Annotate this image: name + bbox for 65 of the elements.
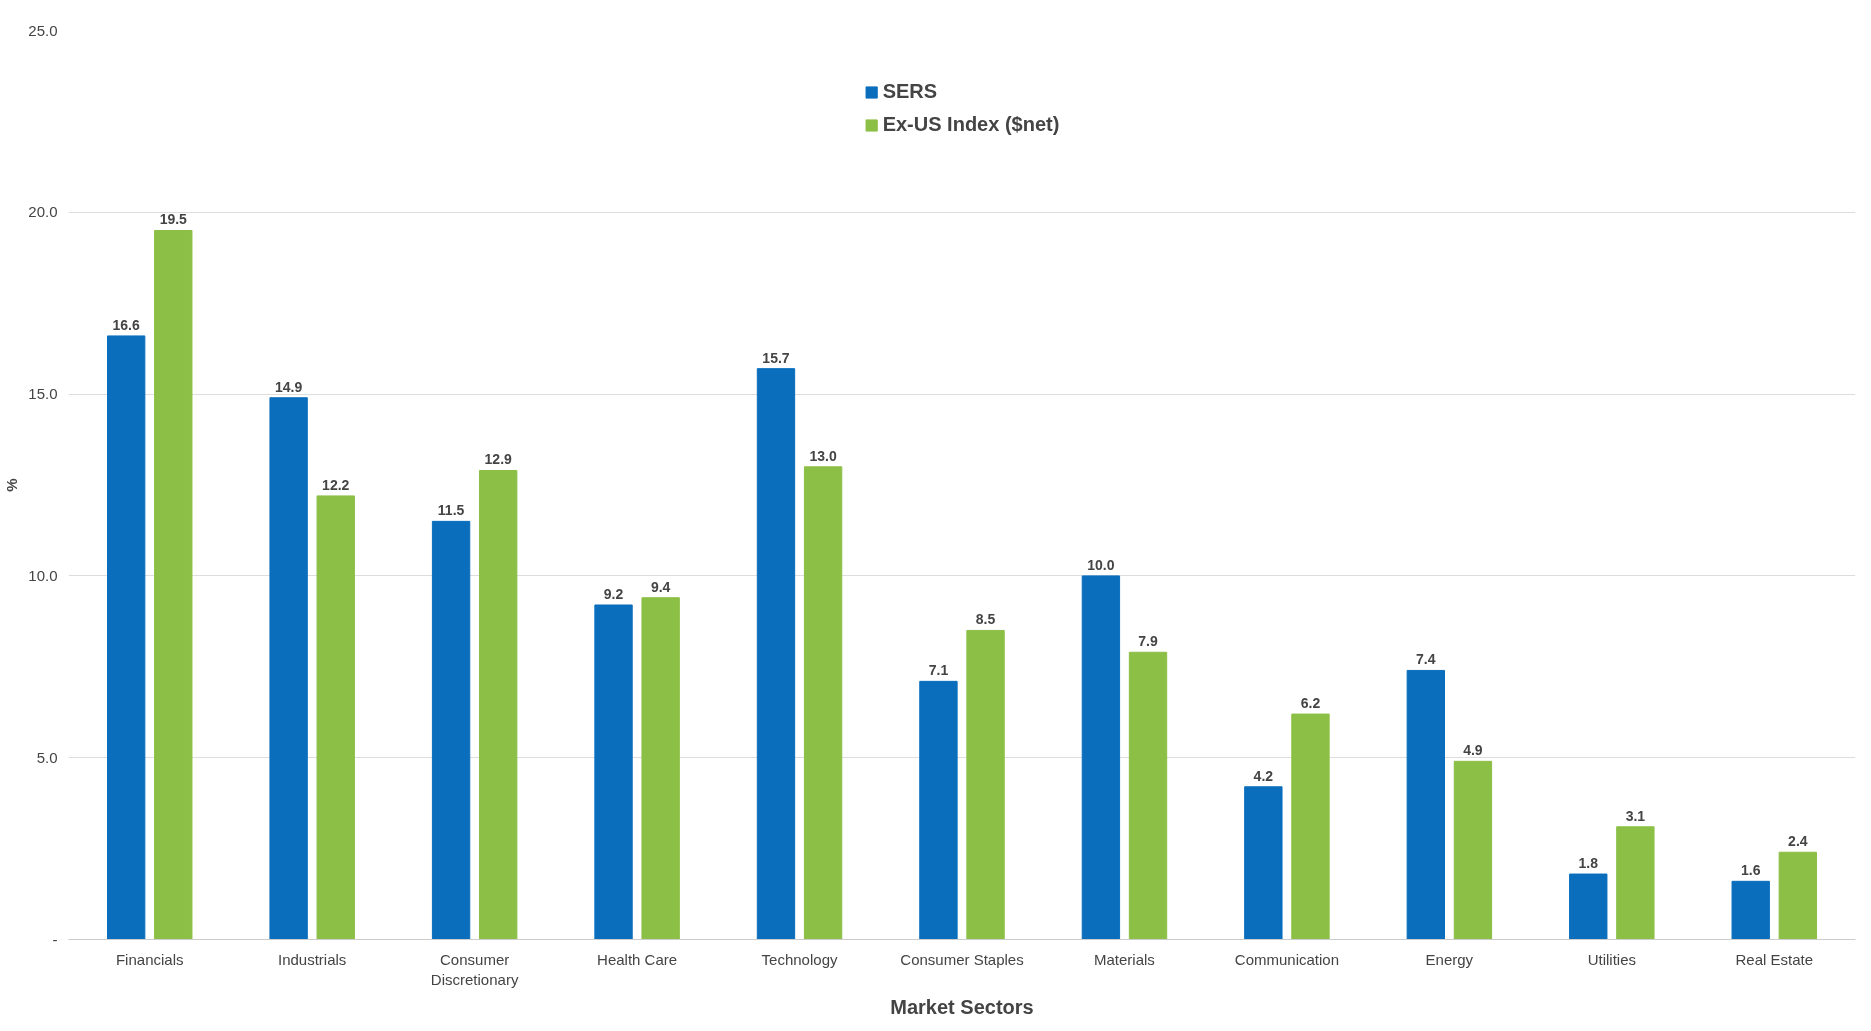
y-axis-title: % (3, 478, 21, 492)
bar (1453, 760, 1493, 940)
bar (1778, 851, 1818, 940)
legend-label: Ex-US Index ($net) (882, 113, 1060, 136)
bar (1291, 713, 1330, 940)
x-tick-label: Health Care (597, 950, 678, 968)
data-label: 2.4 (1788, 833, 1808, 850)
bar (594, 604, 633, 940)
x-tick-label: Consumer Staples (900, 950, 1024, 968)
bar (966, 629, 1005, 940)
x-tick-label: Materials (1094, 950, 1155, 968)
bar (1569, 873, 1608, 940)
legend-label: SERS (882, 80, 938, 103)
bar (1128, 651, 1168, 940)
bar (1081, 575, 1121, 940)
y-tick-label: 5.0 (36, 748, 58, 766)
bar (1244, 786, 1283, 940)
bar (919, 680, 958, 940)
data-label: 15.7 (762, 349, 790, 366)
data-label: 11.5 (437, 502, 465, 519)
data-label: 7.1 (928, 662, 949, 679)
x-tick-label: Consumer Discretionary (430, 950, 519, 988)
data-label: 3.1 (1625, 807, 1646, 824)
data-label: 16.6 (112, 316, 141, 333)
data-label: 1.8 (1578, 855, 1599, 872)
y-tick-label: 15.0 (28, 385, 58, 403)
data-label: 12.2 (322, 476, 350, 493)
data-label: 10.0 (1087, 556, 1115, 573)
bar (316, 495, 355, 940)
x-tick-label: Financials (115, 950, 184, 968)
y-tick-label: - (52, 930, 58, 948)
y-tick-label: 20.0 (28, 203, 58, 221)
data-label: 12.9 (484, 451, 513, 468)
x-tick-label: Utilities (1587, 950, 1636, 968)
data-label: 9.4 (650, 578, 671, 595)
data-label: 8.5 (975, 611, 996, 628)
bar (756, 368, 796, 940)
bar (1731, 880, 1770, 940)
data-label: 7.4 (1416, 651, 1436, 668)
bar (803, 466, 843, 940)
data-label: 19.5 (159, 211, 188, 228)
x-tick-label: Technology (761, 950, 838, 968)
bar (641, 597, 680, 940)
x-tick-label: Real Estate (1735, 950, 1814, 968)
data-label: 14.9 (275, 378, 303, 395)
bar (1616, 826, 1655, 940)
bar (479, 469, 518, 940)
data-label: 7.9 (1138, 633, 1158, 650)
x-tick-label: Communication (1234, 950, 1340, 968)
x-tick-label: Industrials (278, 950, 347, 968)
bar (106, 335, 146, 940)
data-label: 4.9 (1463, 742, 1483, 759)
bar (269, 397, 308, 940)
y-tick-label: 10.0 (28, 566, 58, 584)
data-label: 6.2 (1300, 695, 1321, 712)
data-label: 9.2 (603, 585, 624, 602)
bar (431, 520, 471, 940)
data-label: 4.2 (1253, 767, 1274, 784)
x-axis-title: Market Sectors (890, 995, 1034, 1018)
x-tick-label: Energy (1425, 950, 1474, 968)
data-label: 1.6 (1740, 862, 1761, 879)
bar (1406, 669, 1445, 940)
data-label: 13.0 (809, 447, 837, 464)
bar (154, 229, 193, 940)
y-tick-label: 25.0 (28, 21, 58, 39)
